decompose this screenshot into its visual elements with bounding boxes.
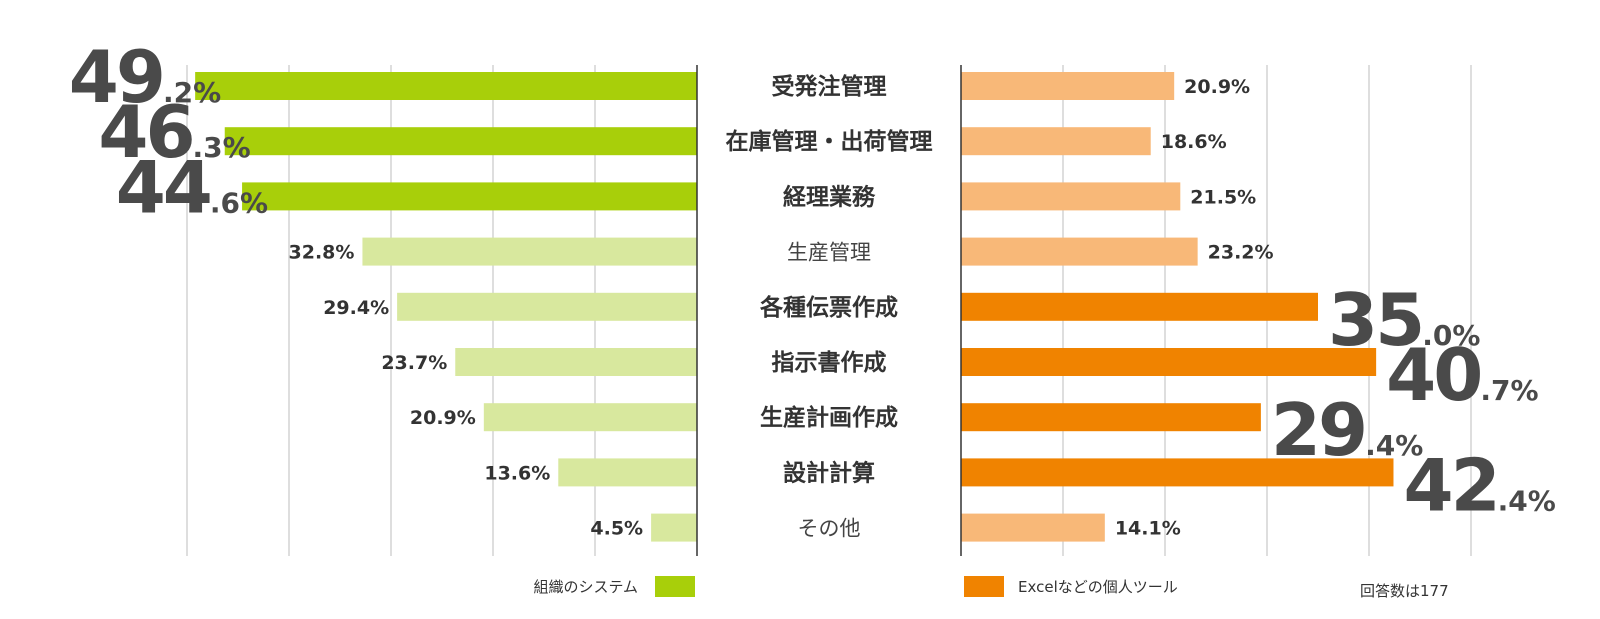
legend-label-personal-tool: Excelなどの個人ツール [1018, 578, 1178, 596]
category-label-6: 生産計画作成 [760, 404, 898, 431]
category-label-0: 受発注管理 [772, 73, 887, 100]
bar-org-system-0 [195, 72, 697, 100]
bar-personal-tool-5 [961, 348, 1377, 376]
bar-label-personal-tool-8: 14.1% [1115, 518, 1181, 540]
legend-swatch-personal-tool [964, 576, 1004, 597]
legend-label-org-system: 組織のシステム [533, 578, 638, 596]
bar-label-personal-tool-5: 40.7% [1386, 333, 1538, 417]
category-label-8: その他 [798, 517, 861, 541]
bar-label-org-system-0: 49.2% [69, 35, 221, 119]
response-count-note: 回答数は177 [1360, 582, 1449, 600]
bar-label-personal-tool-3: 23.2% [1208, 242, 1274, 264]
bar-label-org-system-5: 23.7% [381, 352, 447, 374]
bar-org-system-8 [651, 513, 697, 542]
bar-label-org-system-8: 4.5% [590, 518, 643, 540]
bar-personal-tool-7 [961, 458, 1394, 487]
bar-org-system-5 [455, 348, 697, 376]
bar-org-system-1 [224, 127, 698, 156]
bar-personal-tool-8 [961, 513, 1105, 542]
bar-personal-tool-0 [961, 72, 1175, 100]
bar-org-system-4 [397, 292, 697, 321]
bar-org-system-2 [242, 182, 697, 211]
bar-label-personal-tool-4: 35.0% [1328, 278, 1480, 362]
bar-personal-tool-1 [961, 127, 1151, 156]
category-label-2: 経理業務 [783, 183, 876, 210]
category-label-4: 各種伝票作成 [759, 294, 898, 321]
bar-label-personal-tool-2: 21.5% [1190, 186, 1256, 208]
bar-label-personal-tool-0: 20.9% [1184, 76, 1250, 98]
bar-personal-tool-4 [961, 292, 1318, 321]
bar-org-system-3 [362, 237, 697, 266]
category-label-3: 生産管理 [787, 241, 871, 265]
bar-label-personal-tool-7: 42.4% [1403, 443, 1555, 527]
category-label-1: 在庫管理・出荷管理 [726, 128, 933, 155]
bar-personal-tool-2 [961, 182, 1181, 211]
bar-label-org-system-1: 46.3% [98, 90, 250, 174]
bar-label-org-system-7: 13.6% [484, 462, 550, 484]
legend-swatch-org-system [655, 576, 695, 597]
bar-personal-tool-6 [961, 403, 1261, 432]
bar-personal-tool-3 [961, 237, 1198, 266]
bar-label-org-system-6: 20.9% [410, 407, 476, 429]
bar-label-org-system-2: 44.6% [116, 145, 268, 229]
bar-label-personal-tool-6: 29.4% [1271, 388, 1423, 472]
bar-label-org-system-3: 32.8% [289, 242, 355, 264]
bar-label-personal-tool-1: 18.6% [1161, 131, 1227, 153]
category-label-5: 指示書作成 [772, 349, 887, 376]
category-label-7: 設計計算 [783, 459, 875, 486]
bar-label-org-system-4: 29.4% [323, 297, 389, 319]
bar-org-system-7 [558, 458, 697, 487]
bar-org-system-6 [483, 403, 697, 432]
